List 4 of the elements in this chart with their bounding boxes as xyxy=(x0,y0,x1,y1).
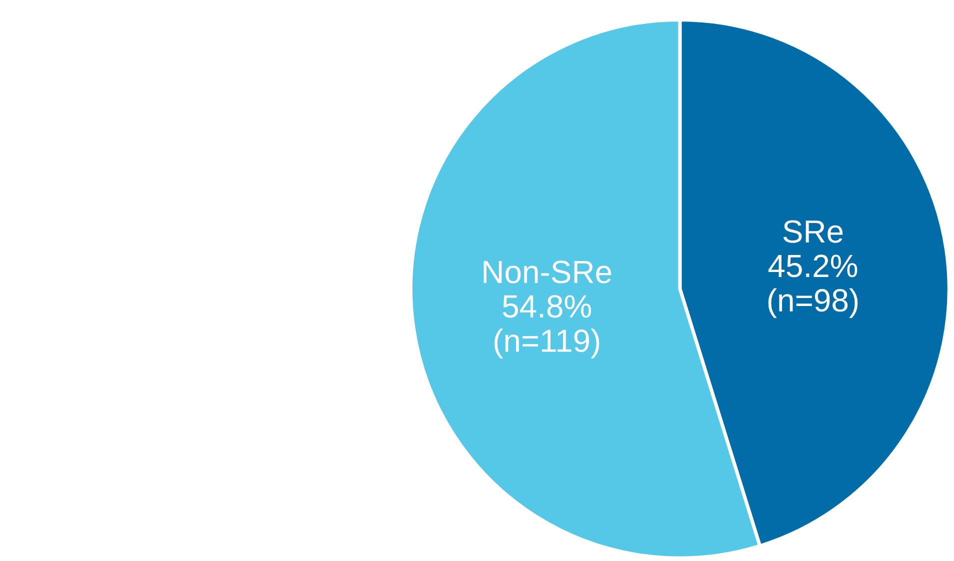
slice-label: Non-SRe xyxy=(484,260,612,284)
data-label: 45.2% (n=98) xyxy=(768,254,858,318)
data-label: 54.8% (n=119) xyxy=(494,295,600,358)
slice-label: SRe xyxy=(783,220,843,243)
